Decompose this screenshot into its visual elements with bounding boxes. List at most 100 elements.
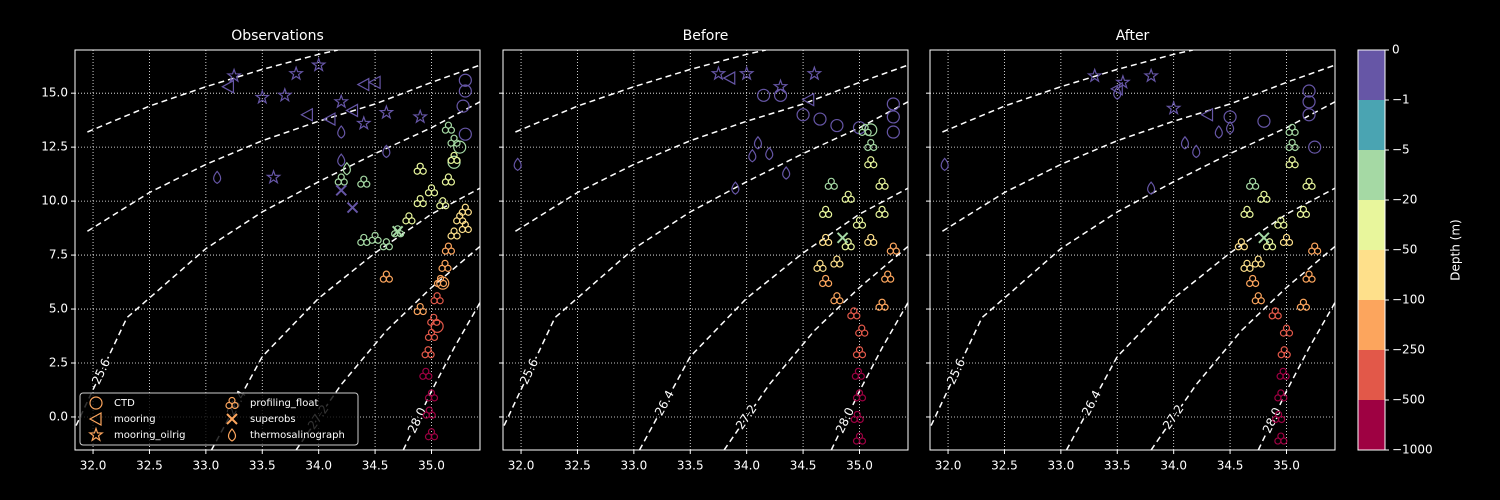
point	[738, 65, 755, 81]
point	[221, 79, 235, 94]
point	[356, 77, 370, 92]
point	[430, 292, 444, 305]
point	[424, 389, 439, 402]
point	[412, 108, 429, 124]
point	[806, 65, 823, 81]
point	[419, 367, 433, 380]
point	[382, 144, 391, 159]
point	[346, 201, 359, 214]
point	[424, 328, 439, 341]
point	[322, 112, 336, 127]
point	[858, 123, 872, 136]
point	[441, 173, 456, 186]
point	[357, 175, 371, 188]
colorbar-tick-label: −100	[1392, 293, 1425, 307]
point	[855, 324, 869, 337]
point	[453, 212, 467, 225]
isopycnal	[942, 64, 1335, 232]
point	[1274, 389, 1288, 402]
point	[864, 138, 878, 152]
x-tick-label: 33.5	[677, 459, 704, 473]
point	[1147, 181, 1156, 195]
axes-frame	[74, 49, 481, 451]
point	[367, 75, 381, 90]
colorbar-tick-label: −500	[1392, 393, 1425, 407]
colorbar-band	[1358, 100, 1385, 151]
chart-title: After	[1116, 28, 1150, 44]
point	[819, 274, 833, 288]
point	[379, 270, 393, 283]
point	[337, 125, 346, 139]
point	[458, 220, 472, 234]
point	[226, 67, 242, 83]
point	[436, 276, 450, 290]
point	[1086, 67, 1103, 83]
point	[213, 170, 222, 185]
isopycnal	[830, 302, 908, 450]
y-tick-label: 15.0	[41, 86, 68, 100]
colorbar-band	[1358, 300, 1385, 351]
point	[335, 184, 347, 197]
point	[864, 233, 878, 246]
colorbar-band	[1358, 50, 1385, 101]
point	[756, 88, 771, 102]
point	[886, 110, 900, 124]
point	[881, 270, 895, 283]
point	[337, 153, 346, 167]
x-tick-label: 32.0	[935, 459, 962, 473]
point	[1274, 432, 1288, 445]
point	[852, 432, 867, 445]
point	[753, 135, 763, 150]
point	[357, 233, 371, 246]
isopycnal	[210, 187, 480, 450]
point	[875, 205, 889, 218]
point	[513, 157, 522, 172]
point	[413, 303, 427, 316]
point	[710, 65, 727, 81]
point	[438, 259, 452, 272]
x-tick-label: 35.0	[1273, 459, 1300, 473]
x-tick-label: 34.5	[790, 459, 817, 473]
point	[813, 112, 827, 126]
point	[850, 410, 864, 423]
y-tick-label: 12.5	[41, 140, 68, 154]
point	[1271, 410, 1286, 423]
point	[254, 89, 271, 105]
point	[1268, 307, 1282, 320]
point	[722, 71, 736, 86]
colorbar-band	[1358, 350, 1385, 401]
x-tick-label: 32.5	[564, 459, 591, 473]
point	[1143, 67, 1160, 83]
point	[841, 238, 855, 251]
y-tick-label: 2.5	[49, 356, 68, 370]
point	[852, 216, 867, 229]
point	[288, 65, 305, 81]
point	[1277, 346, 1291, 359]
point	[1225, 120, 1235, 135]
point	[1302, 84, 1316, 98]
point	[847, 307, 861, 320]
legend-marker	[226, 413, 238, 425]
colorbar-band	[1358, 250, 1385, 301]
point	[441, 242, 456, 255]
x-tick-label: 34.5	[1217, 459, 1244, 473]
point	[1302, 270, 1316, 283]
point	[1279, 233, 1294, 246]
point	[819, 233, 833, 246]
point	[851, 367, 865, 380]
point	[1246, 274, 1260, 288]
point	[355, 115, 372, 131]
point	[427, 313, 441, 326]
point	[1276, 367, 1290, 380]
point	[1257, 114, 1271, 128]
point	[1234, 238, 1248, 251]
x-tick-label: 33.0	[621, 459, 648, 473]
legend-marker	[89, 396, 103, 410]
x-tick-label: 33.5	[1104, 459, 1131, 473]
isopycnal	[87, 64, 480, 232]
point	[1180, 135, 1190, 150]
point	[421, 346, 435, 359]
point	[422, 406, 436, 419]
isopycnal	[402, 302, 480, 450]
point	[345, 103, 359, 118]
